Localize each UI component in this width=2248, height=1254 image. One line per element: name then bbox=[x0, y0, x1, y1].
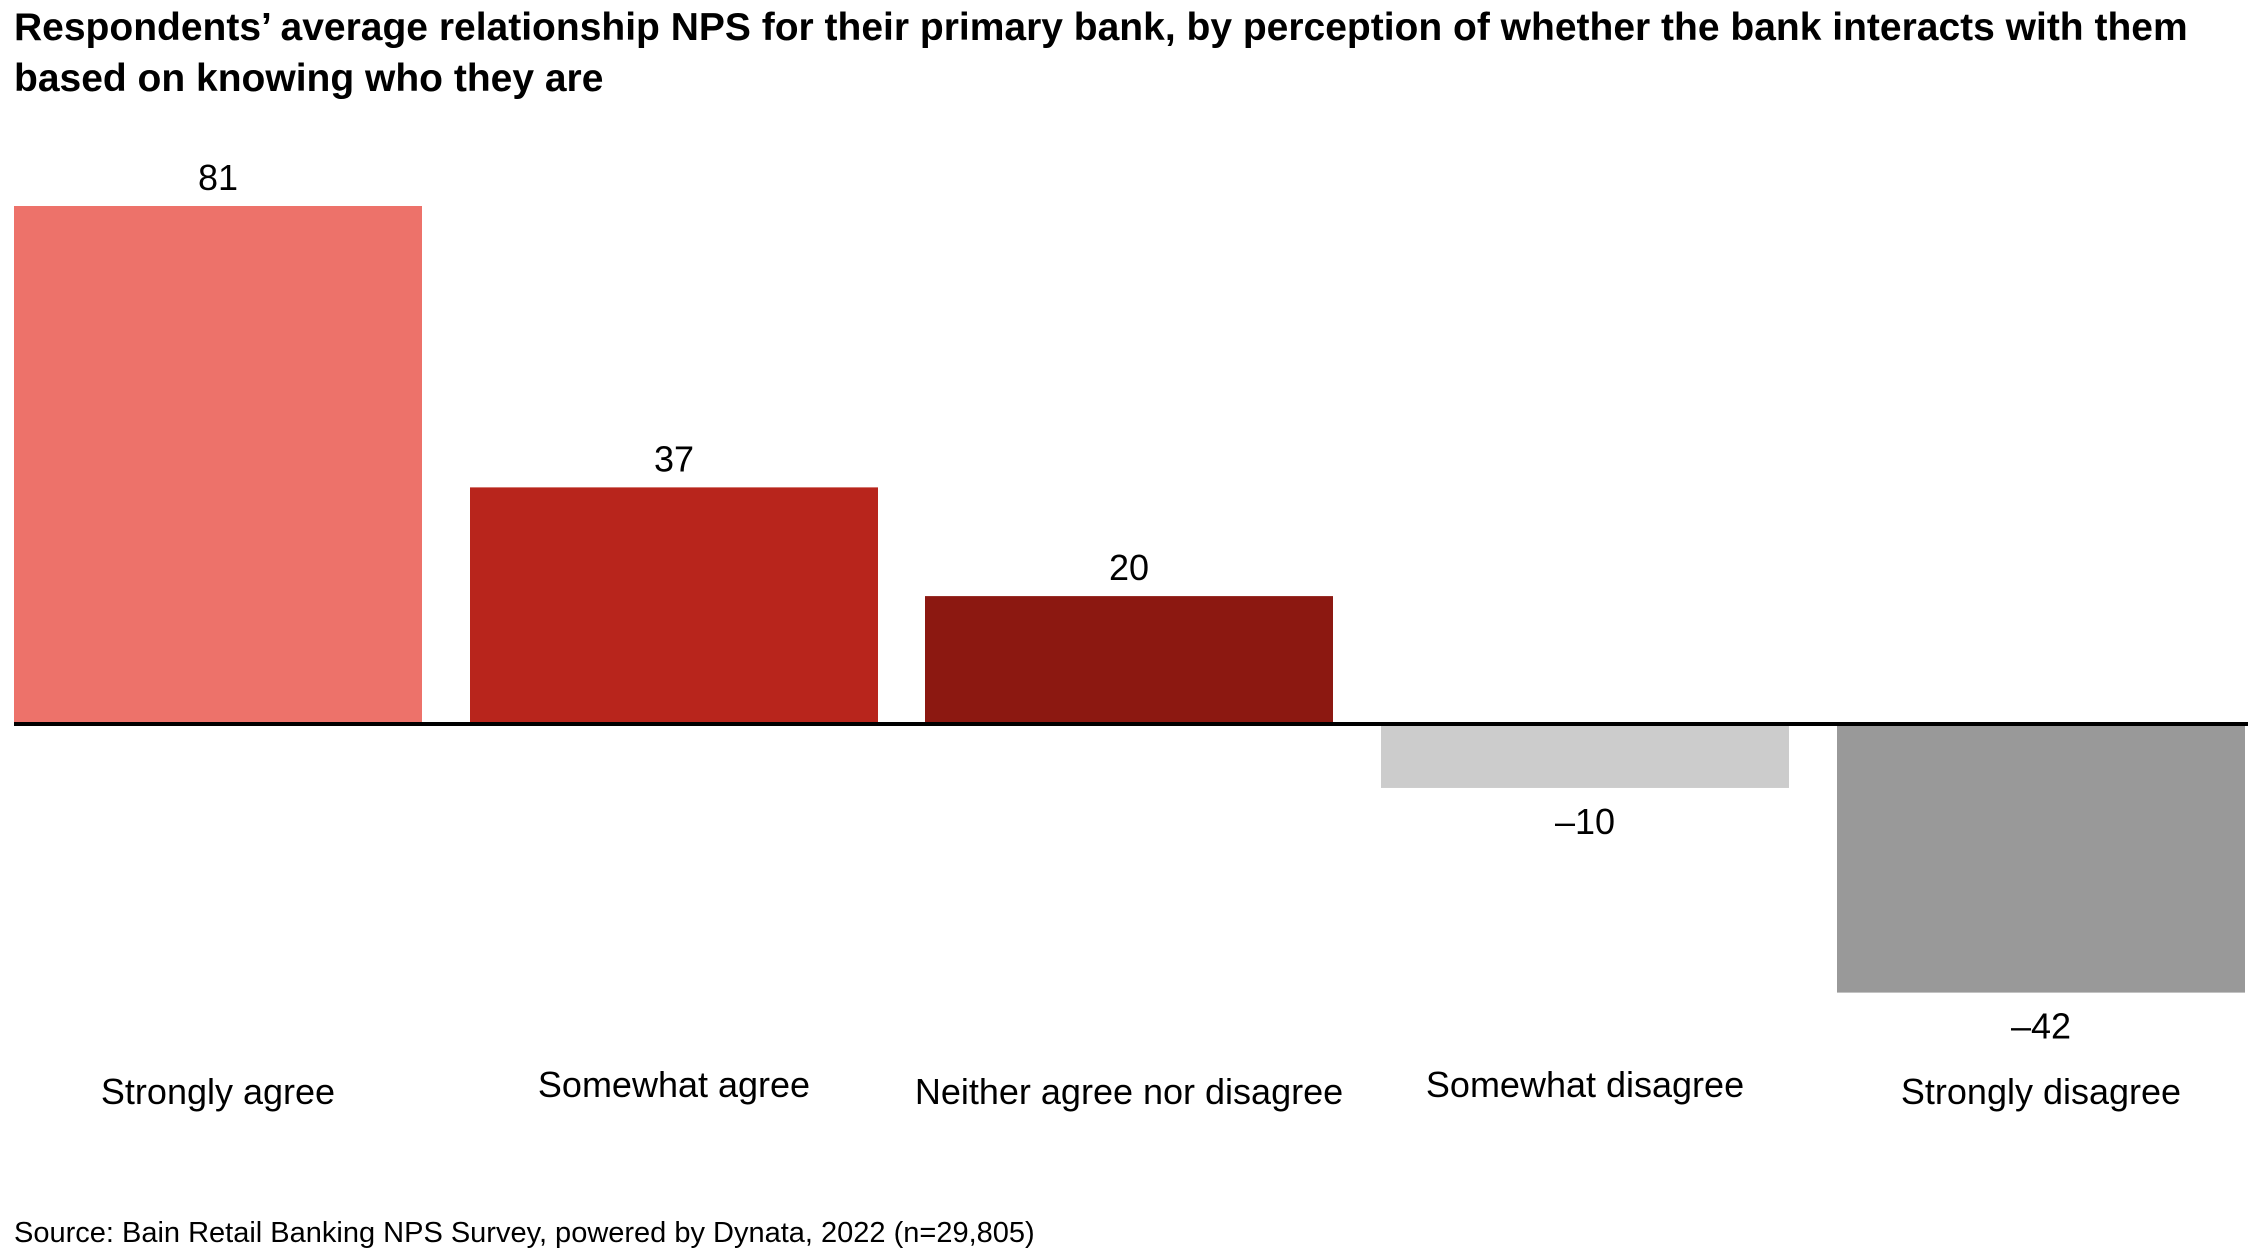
category-label-somewhat-disagree: Somewhat disagree bbox=[1426, 1064, 1744, 1105]
value-label-somewhat-disagree: –10 bbox=[1555, 801, 1615, 842]
bar-somewhat-agree bbox=[470, 487, 878, 724]
bar-somewhat-disagree bbox=[1381, 724, 1789, 788]
category-label-strongly-agree: Strongly agree bbox=[101, 1071, 335, 1112]
bar-strongly-disagree bbox=[1837, 724, 2245, 993]
category-label-strongly-disagree: Strongly disagree bbox=[1901, 1071, 2181, 1112]
category-label-neither-agree-nor-disagree: Neither agree nor disagree bbox=[915, 1071, 1343, 1112]
chart-title: Respondents’ average relationship NPS fo… bbox=[14, 6, 2188, 100]
value-label-neither-agree-nor-disagree: 20 bbox=[1109, 547, 1149, 588]
source-note: Source: Bain Retail Banking NPS Survey, … bbox=[14, 1217, 1035, 1249]
bars-layer bbox=[14, 206, 2245, 993]
value-label-strongly-disagree: –42 bbox=[2011, 1006, 2071, 1047]
labels-layer: 81 Strongly agree 37 Somewhat agree 20 Neithe… bbox=[101, 157, 2181, 1112]
value-label-strongly-agree: 81 bbox=[198, 157, 238, 198]
category-label-somewhat-agree: Somewhat agree bbox=[538, 1064, 810, 1105]
bar-neither-agree-nor-disagree bbox=[925, 596, 1333, 724]
bar-strongly-agree bbox=[14, 206, 422, 724]
value-label-somewhat-agree: 37 bbox=[654, 438, 694, 479]
